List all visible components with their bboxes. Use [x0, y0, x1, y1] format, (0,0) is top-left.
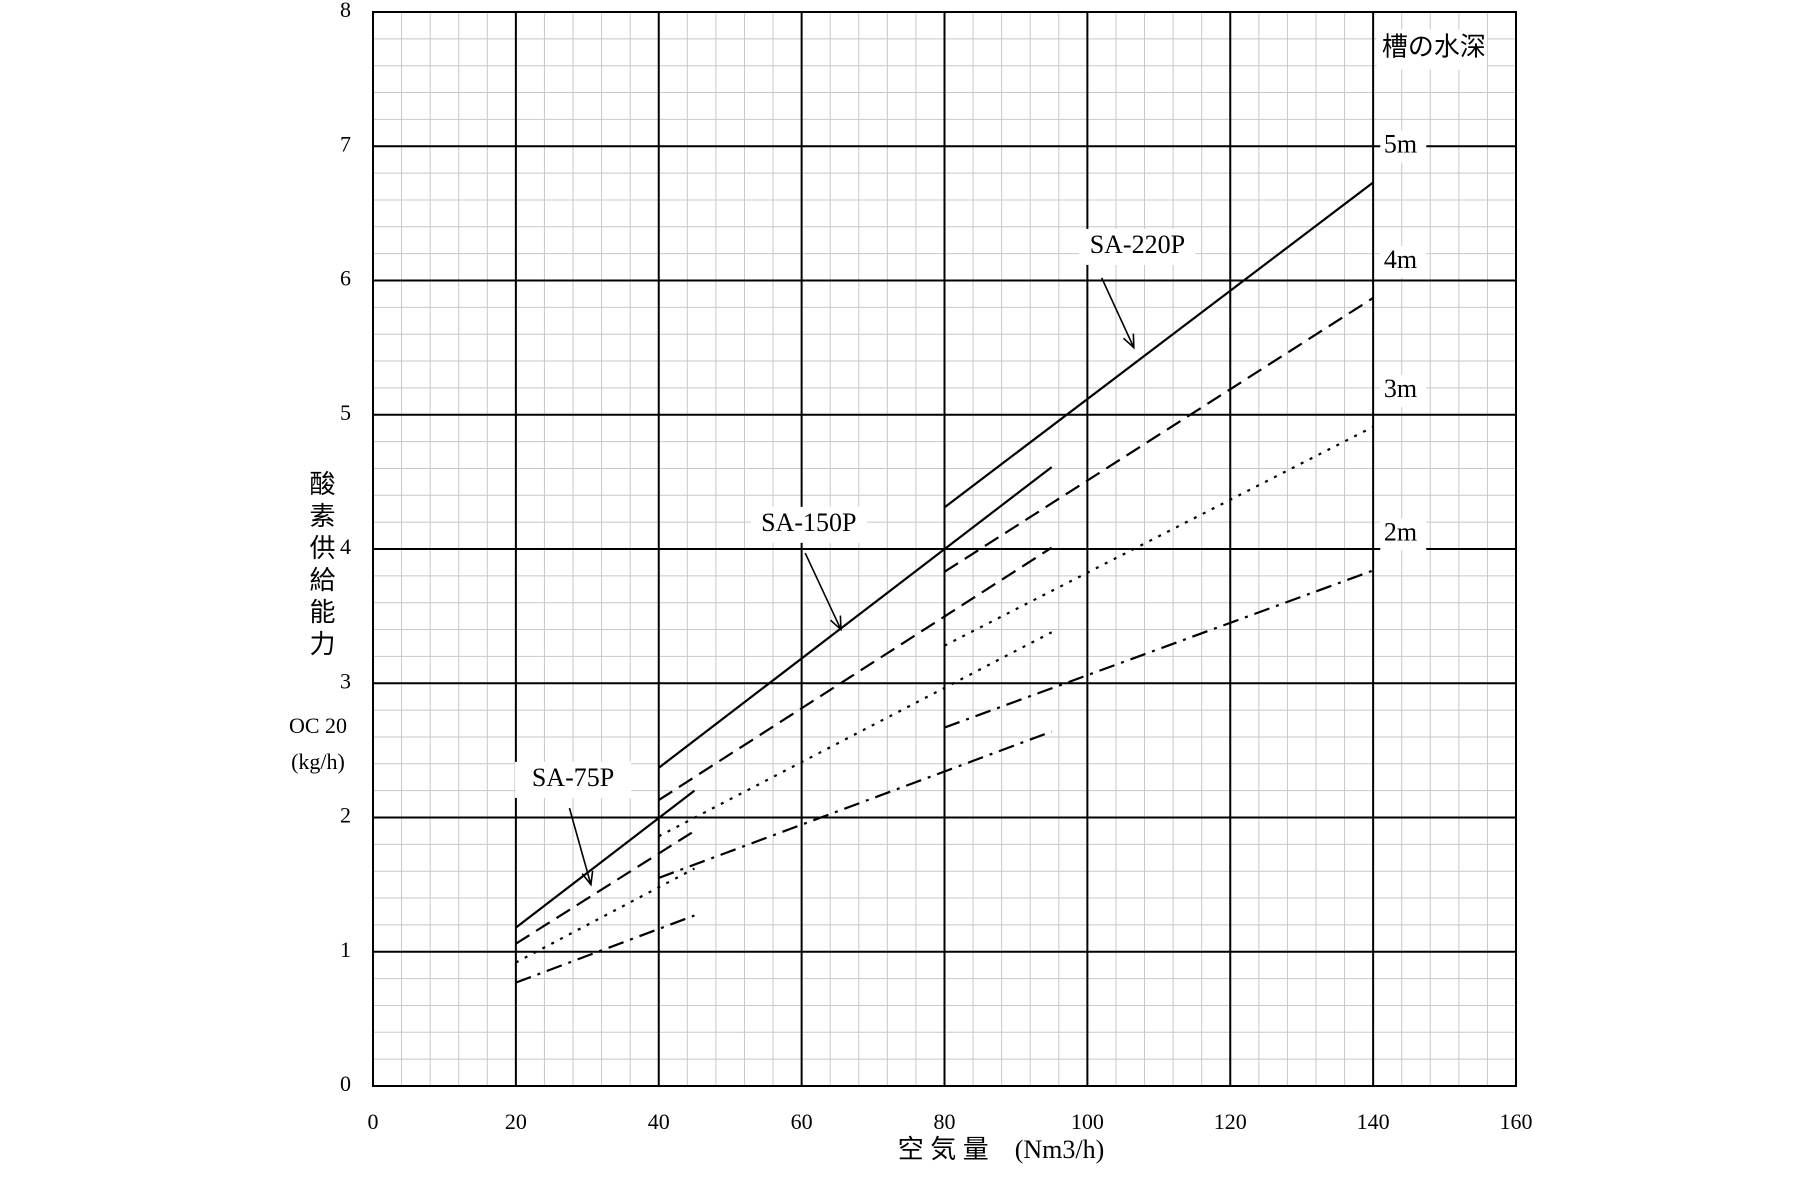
- y-axis-subtitle: (kg/h): [291, 749, 345, 774]
- series-label: 3m: [1384, 374, 1417, 403]
- x-tick-label: 20: [505, 1109, 527, 1134]
- series-line: [943, 181, 1374, 509]
- annotation-arrow: [804, 552, 842, 630]
- x-axis-title: 空 気 量 (Nm3/h): [898, 1135, 1105, 1164]
- series-line: [515, 867, 695, 964]
- arrow-head: [1122, 333, 1135, 350]
- label-bg: [1380, 374, 1427, 407]
- series-line: [658, 546, 1053, 801]
- annotation-arrow: [568, 807, 592, 885]
- x-tick-label: 160: [1500, 1109, 1533, 1134]
- y-tick-label: 0: [340, 1071, 351, 1096]
- annotation-bg: [1079, 228, 1196, 265]
- series-line: [658, 466, 1053, 769]
- label-bg: [1380, 518, 1427, 551]
- series-line: [943, 297, 1374, 573]
- series-line: [944, 569, 1374, 729]
- series-line: [943, 425, 1374, 647]
- y-tick-label: 1: [340, 937, 351, 962]
- y-tick-label: 7: [340, 131, 351, 156]
- annotation: SA-220P: [1090, 230, 1185, 259]
- y-tick-label: 8: [340, 0, 351, 22]
- y-tick-label: 3: [340, 668, 351, 693]
- annotation-bg: [515, 761, 632, 798]
- y-tick-label: 4: [340, 534, 351, 559]
- y-tick-label: 2: [340, 803, 351, 828]
- series-line: [658, 730, 1053, 879]
- annotation: SA-150P: [761, 508, 856, 537]
- arrow-head: [581, 870, 594, 887]
- series-label: 5m: [1384, 129, 1417, 158]
- label-bg: [1380, 130, 1427, 163]
- arrow-head: [829, 615, 842, 632]
- x-tick-label: 0: [368, 1109, 379, 1134]
- y-axis-title: 酸素供給能力: [306, 470, 335, 662]
- x-tick-label: 120: [1214, 1109, 1247, 1134]
- y-tick-label: 6: [340, 266, 351, 291]
- series-line: [515, 789, 696, 929]
- series-label: 4m: [1384, 245, 1417, 274]
- series-label: 2m: [1384, 517, 1417, 546]
- legend-bg: [1376, 29, 1487, 70]
- label-bg: [1380, 245, 1427, 278]
- x-tick-label: 80: [934, 1109, 956, 1134]
- x-tick-label: 40: [648, 1109, 670, 1134]
- legend-title: 槽の水深: [1382, 33, 1486, 62]
- y-tick-label: 5: [340, 400, 351, 425]
- y-axis-subtitle: OC 20: [289, 713, 347, 738]
- x-tick-label: 140: [1357, 1109, 1390, 1134]
- x-tick-label: 60: [791, 1109, 813, 1134]
- x-tick-label: 100: [1071, 1109, 1104, 1134]
- annotation: SA-75P: [532, 763, 614, 792]
- annotation-bg: [750, 506, 867, 543]
- series-line: [515, 829, 696, 945]
- annotation-arrow: [1100, 277, 1135, 348]
- series-line: [658, 631, 1053, 838]
- plot-frame: [372, 11, 1517, 1087]
